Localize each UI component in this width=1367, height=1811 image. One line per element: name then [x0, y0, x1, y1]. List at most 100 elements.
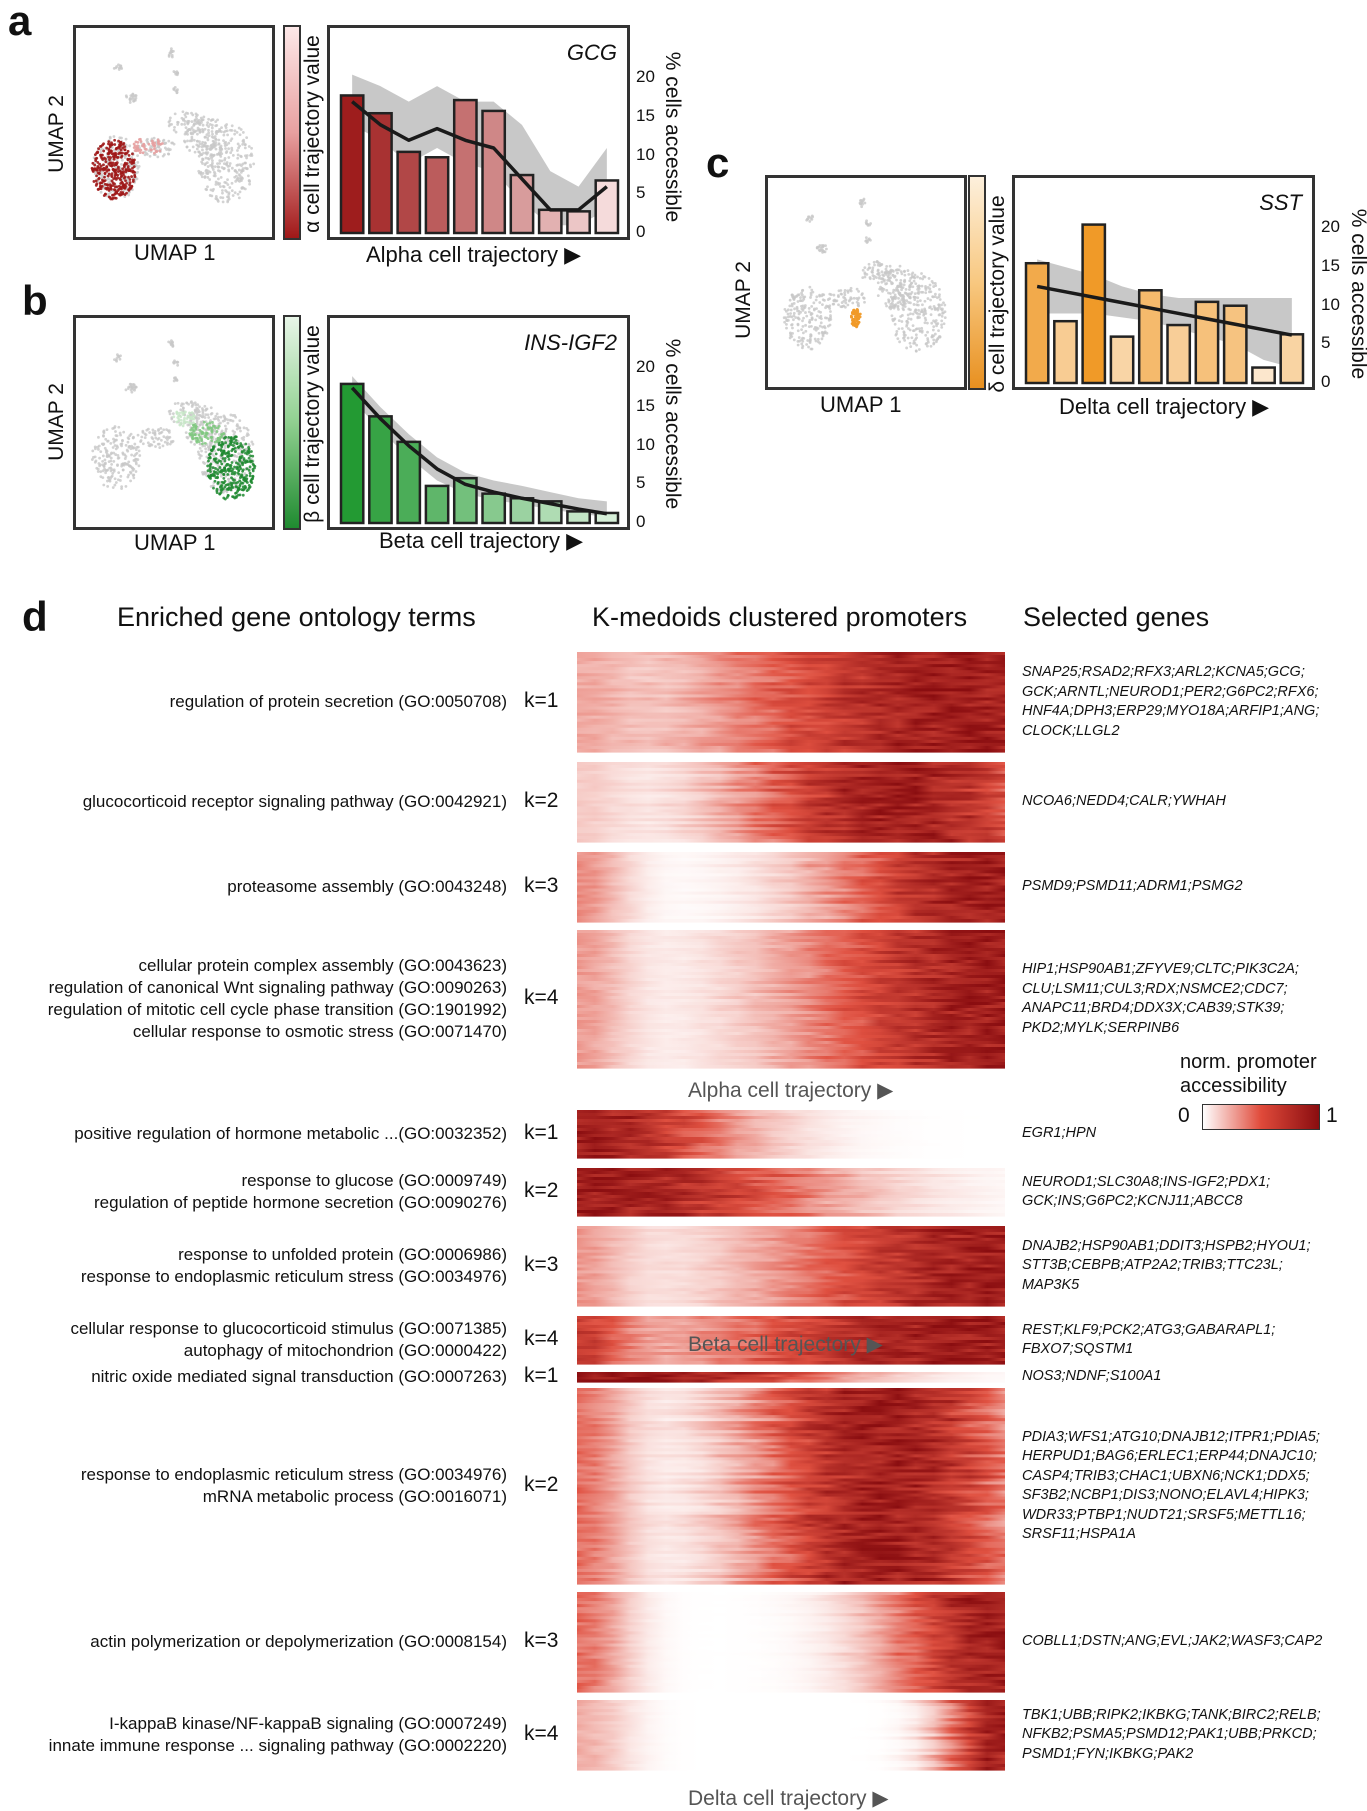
y-tick-label: 0 — [1321, 372, 1331, 391]
trend-line — [1036, 284, 1293, 337]
umap-x-label-b: UMAP 1 — [134, 530, 216, 555]
legend-max-label: 1 — [1326, 1104, 1338, 1127]
cluster-k-label: k=1 — [524, 1364, 559, 1387]
selected-genes: HIP1;HSP90AB1;ZFYVE9;CLTC;PIK3C2A; CLU;LS… — [1022, 961, 1299, 1036]
legend-title-line2: accessibility — [1180, 1075, 1287, 1097]
cluster-k-label: k=3 — [524, 874, 559, 897]
trajectory-label: Delta cell trajectory ▶ — [688, 1787, 889, 1810]
cluster-k-label: k=3 — [524, 1629, 559, 1652]
bar-c-0 — [1024, 261, 1050, 385]
y-tick-label: 10 — [636, 434, 655, 454]
heatmap-cluster-3-3 — [577, 1592, 1005, 1693]
go-term: response to glucose (GO:0009749) — [241, 1171, 507, 1190]
heatmap-cluster-2-2 — [577, 1168, 1005, 1217]
heatmap-cluster-1-3 — [577, 852, 1005, 923]
umap-y-label: UMAP 2 — [45, 95, 68, 173]
y-tick-label: 5 — [1321, 333, 1331, 353]
umap-plot-beta — [73, 315, 275, 530]
bar-c-7 — [1222, 304, 1248, 385]
go-term: glucocorticoid receptor signaling pathwa… — [82, 792, 507, 811]
selected-genes: TBK1;UBB;RIPK2;IKBKG;TANK;BIRC2;RELB; NFK… — [1022, 1706, 1321, 1762]
bar-a-1 — [368, 111, 393, 235]
bar-c-6 — [1194, 300, 1220, 385]
panel-label-b: b — [22, 277, 48, 324]
bar-b-4 — [452, 476, 478, 525]
y-tick-label: 20 — [636, 357, 655, 377]
bar-b-6 — [509, 497, 535, 525]
panel-label-c: c — [706, 139, 730, 186]
bar-plot-area-alpha — [339, 74, 620, 235]
y-tick-label: 0 — [636, 222, 646, 241]
umap-x-label: UMAP 1 — [134, 240, 216, 265]
bar-b-2 — [396, 440, 422, 525]
heatmap-cluster-2-3 — [577, 1226, 1005, 1307]
go-terms: cellular protein complex assembly (GO:00… — [48, 955, 507, 1043]
cluster-k-label: k=2 — [524, 1179, 559, 1202]
y-tick-label: 0 — [636, 512, 646, 531]
confidence-band — [352, 74, 607, 226]
bar-chart-beta: INS-IGF2 — [327, 315, 630, 530]
x-axis-label-beta: Beta cell trajectory ▶ — [379, 528, 583, 553]
selected-genes: NEUROD1;SLC30A8;INS-IGF2;PDX1; GCK;INS;G6… — [1022, 1173, 1271, 1210]
colorbar-delta-label: δ cell trajectory value — [986, 195, 1009, 393]
legend-title-line1: norm. promoter — [1180, 1051, 1317, 1073]
bar-c-2 — [1081, 223, 1107, 385]
go-term: positive regulation of hormone metabolic… — [74, 1124, 507, 1143]
go-terms: cellular response to glucocorticoid stim… — [70, 1318, 507, 1362]
go-terms: nitric oxide mediated signal transductio… — [91, 1366, 507, 1388]
bar-a-3 — [424, 156, 450, 235]
selected-genes: PSMD9;PSMD11;ADRM1;PSMG2 — [1022, 878, 1243, 895]
colorbar-alpha-label: α cell trajectory value — [301, 35, 324, 233]
go-term: regulation of canonical Wnt signaling pa… — [48, 978, 507, 997]
bar-a-0 — [339, 94, 365, 235]
bar-c-5 — [1166, 323, 1192, 385]
umap-scatter — [782, 197, 947, 353]
heatmap-cluster-1-2 — [577, 762, 1005, 843]
umap-x-label-c: UMAP 1 — [820, 392, 902, 417]
go-terms: positive regulation of hormone metabolic… — [74, 1123, 507, 1145]
selected-genes: NOS3;NDNF;S100A1 — [1022, 1368, 1162, 1385]
cluster-k-label: k=4 — [524, 1722, 559, 1745]
selected-genes: SNAP25;RSAD2;RFX3;ARL2;KCNA5;GCG; GCK;ARN… — [1022, 664, 1320, 739]
go-terms: glucocorticoid receptor signaling pathwa… — [83, 791, 507, 813]
heatmap-cluster-1-4 — [577, 930, 1005, 1069]
y-axis-label-beta: % cells accessible — [661, 338, 684, 510]
y-tick-label: 20 — [636, 67, 655, 87]
cluster-k-label: k=4 — [524, 986, 559, 1009]
heatmap-cluster-3-4 — [577, 1700, 1005, 1771]
go-terms: actin polymerization or depolymerization… — [90, 1631, 507, 1653]
go-terms: response to glucose (GO:0009749) regulati… — [94, 1170, 507, 1214]
bar-b-8 — [566, 510, 591, 525]
bar-a-9 — [594, 179, 620, 235]
trajectory-label: Alpha cell trajectory ▶ — [688, 1079, 894, 1102]
bar-b-3 — [424, 484, 450, 525]
trajectory-label: Beta cell trajectory ▶ — [688, 1333, 883, 1356]
umap-plot-delta — [765, 175, 967, 390]
selected-genes: COBLL1;DSTN;ANG;EVL;JAK2;WASF3;CAP2 — [1022, 1633, 1323, 1650]
go-term: response to endoplasmic reticulum stress… — [80, 1465, 507, 1484]
x-axis-label-alpha: Alpha cell trajectory ▶ — [366, 242, 582, 267]
panel-label-a: a — [8, 0, 32, 44]
bar-b-5 — [481, 492, 507, 525]
colorbar-alpha — [283, 25, 301, 240]
go-term: regulation of protein secretion (GO:0050… — [169, 692, 507, 711]
y-tick-label: 15 — [636, 396, 655, 416]
go-terms: response to endoplasmic reticulum stress… — [81, 1464, 507, 1508]
heatmap-cluster-2-1 — [577, 1110, 1005, 1159]
go-term: cellular response to osmotic stress (GO:… — [132, 1022, 507, 1041]
y-tick-label: 5 — [636, 473, 646, 493]
bar-c-8 — [1251, 366, 1276, 385]
y-tick-label: 10 — [636, 144, 655, 164]
bar-a-5 — [481, 109, 507, 235]
chart-title-ins-igf2: INS-IGF2 — [524, 330, 617, 355]
go-term: actin polymerization or depolymerization… — [90, 1632, 507, 1651]
go-terms: response to unfolded protein (GO:0006986… — [81, 1244, 507, 1288]
cluster-k-label: k=4 — [524, 1327, 559, 1350]
selected-genes: DNAJB2;HSP90AB1;DDIT3;HSPB2;HYOU1; STT3B;… — [1022, 1237, 1311, 1293]
bar-chart-delta: SST — [1012, 175, 1315, 390]
y-tick-label: 10 — [1321, 294, 1340, 314]
cluster-k-label: k=1 — [524, 689, 559, 712]
header-selected-genes: Selected genes — [1023, 602, 1210, 632]
colorbar-delta — [968, 175, 986, 390]
